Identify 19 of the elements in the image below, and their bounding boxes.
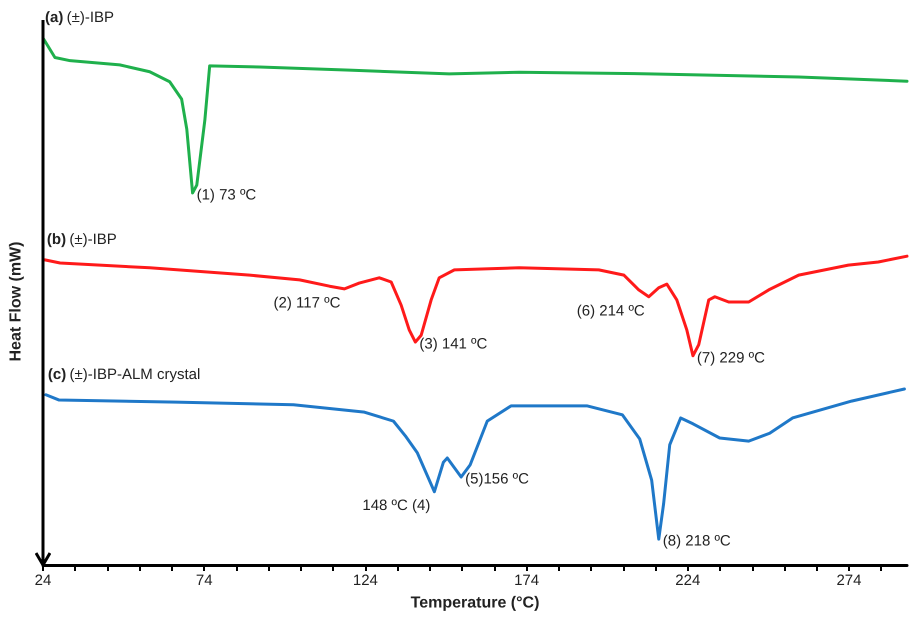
- x-tick-label: 174: [514, 572, 540, 589]
- annotation: (6) 214 ºC: [576, 302, 645, 320]
- x-tick-label: 124: [352, 572, 378, 589]
- x-tick-label: 274: [836, 572, 862, 589]
- series-label: (a) (±)-IBP: [45, 9, 114, 26]
- annotation: 148 ºC (4): [362, 497, 430, 514]
- annotation: (7) 229 ºC: [696, 349, 766, 366]
- series-label: (c) (±)-IBP-ALM crystal: [48, 366, 200, 383]
- x-tick-label: 24: [34, 572, 52, 589]
- annotation: (3) 141 ºC: [419, 336, 488, 353]
- series-label: (b) (±)-IBP: [46, 230, 117, 248]
- annotation: (5)156 ºC: [465, 470, 530, 488]
- x-axis-title: Temperature (°C): [410, 594, 540, 612]
- annotation: (1) 73 ºC: [196, 186, 256, 204]
- x-tick-label: 74: [196, 572, 213, 589]
- annotation: (8) 218 ºC: [662, 532, 731, 550]
- x-tick-label: 224: [675, 572, 700, 589]
- annotation: (2) 117 ºC: [274, 294, 341, 312]
- y-axis-title: Heat Flow (mW): [8, 242, 24, 362]
